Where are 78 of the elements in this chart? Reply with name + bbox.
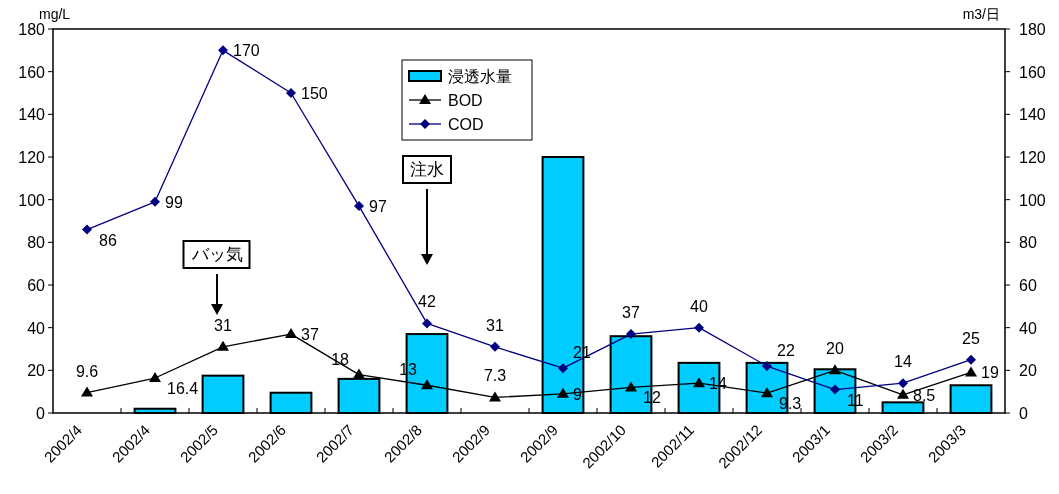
- point: [218, 45, 228, 56]
- y2-tick-label: 40: [1019, 319, 1037, 337]
- y-tick-label: 180: [18, 21, 46, 38]
- y-tick-label: 160: [18, 63, 46, 81]
- point: [421, 379, 433, 390]
- point: [558, 363, 568, 374]
- point: [149, 372, 161, 383]
- data-label: 14: [894, 353, 912, 371]
- point: [694, 322, 704, 333]
- point: [286, 88, 296, 98]
- y2-tick-label: 60: [1019, 277, 1037, 294]
- point: [82, 224, 92, 235]
- point: [81, 386, 93, 397]
- y2-tick-label: 120: [1019, 149, 1046, 166]
- data-label: 37: [301, 326, 319, 344]
- point: [965, 366, 977, 377]
- y2-tick-label: 180: [1019, 21, 1046, 38]
- point: [353, 368, 365, 379]
- data-label: 150: [301, 85, 328, 102]
- point: [285, 328, 297, 339]
- legend-label: COD: [448, 116, 484, 133]
- point: [762, 361, 772, 372]
- y-tick-label: 120: [18, 149, 46, 166]
- data-label: 99: [165, 193, 183, 211]
- point: [829, 364, 841, 375]
- point: [693, 377, 705, 388]
- data-label: 8.5: [913, 386, 936, 404]
- point: [625, 381, 637, 392]
- annotation: バッ気: [190, 245, 243, 264]
- y-tick-label: 20: [27, 362, 46, 380]
- point: [422, 318, 432, 329]
- point: [830, 384, 840, 395]
- data-label: 25: [962, 329, 980, 347]
- y-tick-label: 60: [27, 277, 46, 294]
- y-tick-label: 140: [18, 106, 46, 124]
- point: [761, 387, 773, 398]
- data-label: 170: [233, 42, 260, 60]
- y2-tick-label: 0: [1019, 405, 1028, 422]
- y2-tick-label: 140: [1019, 106, 1046, 124]
- point: [490, 341, 500, 352]
- point: [217, 340, 229, 351]
- y-tick-label: 80: [27, 234, 46, 252]
- data-label: 37: [622, 304, 640, 322]
- point: [354, 201, 364, 212]
- point: [150, 196, 160, 207]
- data-label: 7.3: [483, 367, 507, 385]
- y2-tick-label: 20: [1019, 362, 1037, 380]
- point: [557, 387, 569, 398]
- data-label: 12: [643, 389, 661, 407]
- point: [966, 354, 976, 365]
- data-label: 97: [369, 198, 387, 216]
- data-label: 9.6: [75, 362, 99, 380]
- point: [626, 329, 636, 340]
- y2-tick-label: 100: [1019, 191, 1046, 209]
- point: [898, 378, 908, 389]
- data-label: 20: [826, 340, 844, 358]
- data-label: 86: [99, 231, 117, 249]
- y2-tick-label: 80: [1019, 234, 1037, 252]
- data-label: 22: [777, 342, 795, 360]
- y2-tick-label: 160: [1019, 63, 1046, 81]
- y-tick-label: 0: [36, 405, 46, 422]
- y2-axis-title: m3/日: [962, 6, 1000, 22]
- data-label: 18: [331, 350, 350, 368]
- annotation: 注水: [410, 160, 444, 179]
- point: [489, 391, 501, 402]
- y-tick-label: 100: [18, 191, 46, 209]
- data-label: 31: [486, 316, 504, 334]
- data-label: 42: [418, 293, 436, 311]
- point: [897, 388, 909, 399]
- data-label: 31: [214, 316, 232, 334]
- data-label: 19: [981, 364, 999, 382]
- data-label: 16.4: [167, 380, 199, 398]
- y-tick-label: 40: [27, 319, 46, 337]
- data-label: 11: [847, 391, 864, 409]
- legend-label: BOD: [448, 92, 483, 109]
- data-label: 40: [690, 297, 708, 315]
- legend-label: 浸透水量: [448, 68, 512, 85]
- y-axis-title: mg/L: [39, 6, 71, 22]
